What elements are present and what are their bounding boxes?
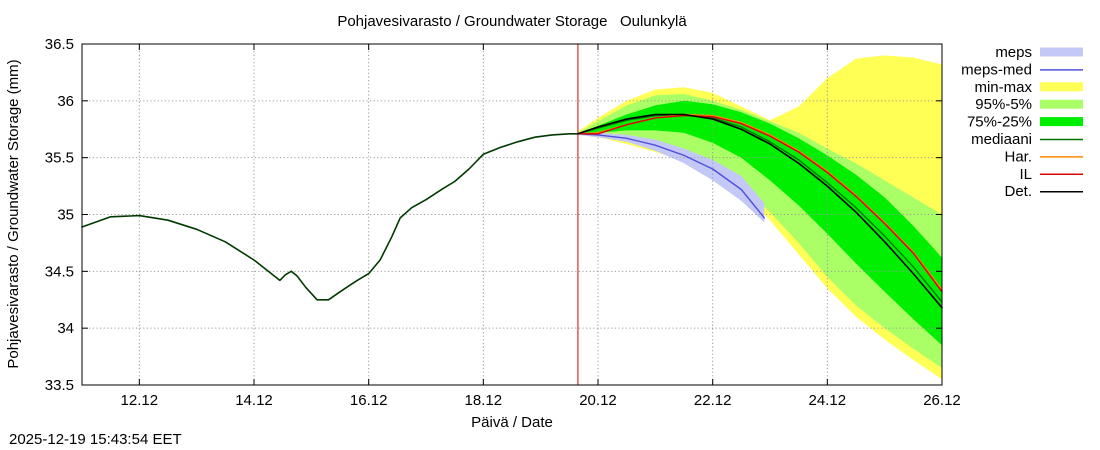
y-axis-label: Pohjavesivarasto / Groundwater Storage (…	[5, 59, 22, 368]
y-tick-label: 36	[57, 93, 74, 110]
legend-item-95-5-label: 95%-5%	[975, 96, 1032, 113]
series-line-det	[577, 113, 943, 309]
legend-item-95-5-swatch	[1040, 99, 1083, 109]
x-tick-label: 14.12	[235, 392, 273, 409]
x-tick-label: 24.12	[809, 392, 847, 409]
x-tick-label: 22.12	[694, 392, 732, 409]
y-tick-label: 35.5	[45, 150, 74, 167]
y-tick-label: 34.5	[45, 263, 74, 280]
y-tick-label: 36.5	[45, 36, 74, 53]
legend-item-min-max-label: min-max	[974, 79, 1032, 96]
series-line-il	[577, 114, 943, 293]
legend-item-meps-med-label: meps-med	[961, 61, 1032, 78]
timestamp: 2025-12-19 15:43:54 EET	[9, 431, 182, 448]
legend-item-mediaani-label: mediaani	[971, 131, 1032, 148]
legend-item-det-label: Det.	[1004, 183, 1032, 200]
band-95-5-	[577, 94, 942, 368]
band-75-25-	[577, 100, 942, 346]
x-tick-label: 12.12	[121, 392, 159, 409]
forecast-bands	[577, 55, 942, 380]
series-lines	[81, 44, 943, 385]
legend-item-il-label: IL	[1019, 166, 1032, 183]
legend: mepsmeps-medmin-max95%-5%75%-25%mediaani…	[961, 44, 1083, 200]
legend-item-75-25-label: 75%-25%	[967, 114, 1032, 131]
x-axis-label: Päivä / Date	[471, 414, 553, 431]
chart-title: Pohjavesivarasto / Groundwater Storage O…	[337, 13, 687, 30]
legend-item-har-label: Har.	[1004, 148, 1032, 165]
legend-item-meps-label: meps	[995, 44, 1032, 61]
x-tick-label: 20.12	[579, 392, 617, 409]
x-tick-label: 16.12	[350, 392, 388, 409]
x-tick-label: 26.12	[923, 392, 961, 409]
legend-item-min-max-swatch	[1040, 82, 1083, 92]
x-tick-label: 18.12	[465, 392, 503, 409]
history-line	[81, 133, 579, 301]
y-tick-label: 33.5	[45, 377, 74, 394]
y-tick-label: 35	[57, 207, 74, 224]
legend-item-meps-swatch	[1040, 47, 1083, 57]
series-line-mediaani	[577, 113, 943, 303]
axes: 33.5 34 34.5 35 35.5 36 36.5 12.12 14.12 16.12 18.…	[45, 36, 961, 409]
legend-item-75-25-swatch	[1040, 117, 1083, 127]
grid-lines	[82, 44, 942, 385]
series-line-meps-med	[577, 133, 765, 219]
y-tick-label: 34	[57, 320, 74, 337]
